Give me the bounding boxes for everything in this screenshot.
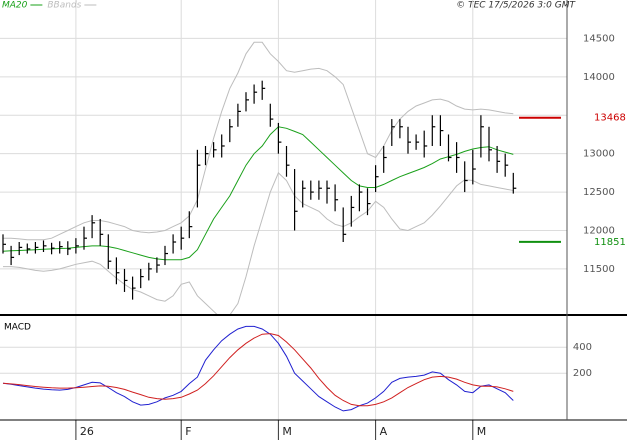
price-marker-bg bbox=[581, 110, 625, 125]
x-tick-label: F bbox=[185, 425, 191, 438]
indicator-line bbox=[3, 172, 514, 315]
x-tick-label: 26 bbox=[80, 425, 94, 438]
plot-area bbox=[0, 37, 567, 315]
y-tick-label: 14500 bbox=[583, 33, 615, 44]
y-tick-label: 13000 bbox=[583, 149, 615, 160]
y-tick-label: 14000 bbox=[583, 72, 615, 83]
macd-line bbox=[2, 333, 514, 407]
y-tick-label: 12000 bbox=[583, 225, 615, 236]
plot-area bbox=[0, 325, 567, 412]
macd-title: MACD bbox=[4, 323, 31, 333]
price-marker-label: 11851 bbox=[594, 237, 626, 248]
x-tick-label: M bbox=[282, 425, 292, 438]
x-tick-label: A bbox=[380, 425, 388, 438]
copyright: © TEC 17/5/2026 3:0 GMT bbox=[456, 1, 576, 11]
indicator-line bbox=[3, 41, 514, 241]
indicator-line bbox=[2, 126, 514, 261]
price-marker-bg bbox=[581, 234, 625, 249]
legend-label: MA20 bbox=[2, 1, 28, 11]
y-tick-label: 200 bbox=[573, 368, 592, 379]
x-tick-label: M bbox=[477, 425, 487, 438]
y-tick-label: 11500 bbox=[583, 264, 615, 275]
legend-label: BBands bbox=[47, 1, 81, 11]
macd-line bbox=[2, 325, 514, 412]
y-tick-label: 400 bbox=[573, 342, 592, 353]
y-tick-label: 12500 bbox=[583, 187, 615, 198]
price-marker-label: 13468 bbox=[594, 113, 626, 124]
